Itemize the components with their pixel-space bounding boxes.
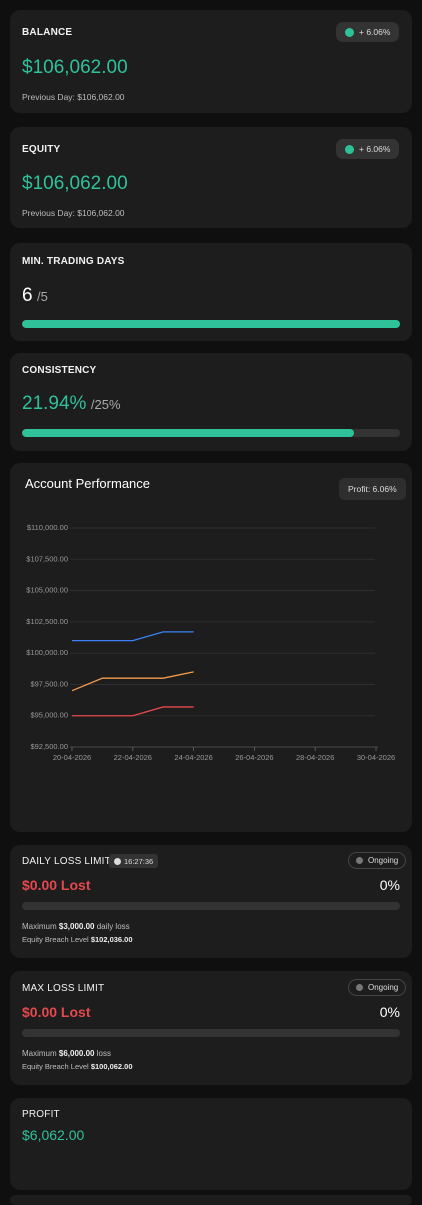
change: + 6.06%: [359, 27, 391, 37]
progress-track: [22, 902, 400, 910]
consistency-value: 21.94% /25%: [22, 393, 121, 415]
previous-day: Previous Day: $106,062.00: [22, 92, 125, 102]
card-title: EQUITY: [22, 144, 61, 155]
max-loss-card: MAX LOSS LIMIT Ongoing $0.00 Lost 0% Max…: [10, 971, 412, 1085]
progress-track: [22, 429, 400, 437]
card-title: CONSISTENCY: [22, 365, 97, 376]
x-tick-label: 22-04-2026: [114, 753, 152, 762]
y-tick-label: $97,500.00: [30, 679, 68, 688]
percent: 0%: [379, 1004, 400, 1020]
suffix: daily loss: [96, 922, 130, 931]
x-tick-label: 28-04-2026: [296, 753, 334, 762]
progress-track: [22, 1029, 400, 1037]
max-loss: Maximum $3,000.00 daily loss: [22, 922, 130, 931]
profit-card: PROFIT $6,062.00: [10, 1098, 412, 1190]
card-title: MIN. TRADING DAYS: [22, 256, 125, 267]
percent: 0%: [379, 877, 400, 893]
daily-loss-card: DAILY LOSS LIMIT 16:27:36 Ongoing $0.00 …: [10, 845, 412, 958]
equity-value: $106,062.00: [22, 173, 128, 194]
change-badge: + 6.06%: [336, 22, 400, 42]
series-line: [72, 631, 194, 642]
suffix: loss: [96, 1049, 111, 1058]
breach: Equity Breach Level $100,062.00: [22, 1062, 133, 1071]
balance-card: BALANCE + 6.06% $106,062.00 Previous Day…: [10, 10, 412, 113]
breach: Equity Breach Level $102,036.00: [22, 935, 133, 944]
status-badge: Ongoing: [348, 852, 407, 869]
trading-days-card: MIN. TRADING DAYS 6 /5: [10, 243, 412, 341]
card-title: PROFIT: [22, 1109, 60, 1120]
breach-label: Equity Breach Level: [22, 1062, 89, 1071]
profit-badge: Profit: 6.06%: [339, 478, 406, 500]
balance-value: $106,062.00: [22, 57, 128, 78]
progress-fill: [22, 320, 400, 328]
current: 21.94%: [22, 393, 87, 414]
consistency-card: CONSISTENCY 21.94% /25%: [10, 353, 412, 451]
change: + 6.06%: [359, 144, 391, 154]
annotation: Profit: 6.06%: [348, 484, 397, 494]
amount: $6,000.00: [58, 1049, 95, 1058]
max-loss: Maximum $6,000.00 loss: [22, 1049, 111, 1058]
y-tick-label: $105,000.00: [26, 586, 68, 595]
y-tick-label: $92,500.00: [30, 742, 68, 751]
chart-title: Account Performance: [25, 476, 151, 491]
prefix: Maximum: [22, 922, 57, 931]
y-tick-label: $102,500.00: [26, 617, 68, 626]
status: Ongoing: [368, 856, 399, 865]
amount: $3,000.00: [58, 922, 95, 931]
target: /25%: [90, 397, 121, 412]
target: /5: [37, 289, 48, 304]
breach-value: $102,036.00: [90, 935, 133, 944]
previous-day: Previous Day: $106,062.00: [22, 208, 125, 218]
x-tick-label: 30-04-2026: [357, 753, 395, 762]
performance-card: Account Performance Profit: 6.06% $92,50…: [10, 463, 412, 832]
card-title: BALANCE: [22, 27, 73, 38]
timer: 16:27:36: [124, 856, 154, 866]
series-line: [71, 671, 194, 692]
y-tick-label: $110,000.00: [27, 523, 68, 532]
breach-value: $100,062.00: [90, 1062, 133, 1071]
lost: $0.00 Lost: [22, 1004, 91, 1020]
x-tick-label: 24-04-2026: [174, 753, 212, 762]
status: Ongoing: [368, 983, 399, 992]
progress-fill: [22, 429, 354, 437]
equity-card: EQUITY + 6.06% $106,062.00 Previous Day:…: [10, 127, 412, 228]
current: 6: [22, 285, 33, 306]
status-badge: Ongoing: [348, 979, 407, 996]
next-card: [10, 1195, 412, 1205]
progress-track: [22, 320, 400, 328]
y-tick-label: $107,500.00: [26, 554, 68, 563]
timer-badge: 16:27:36: [109, 854, 159, 868]
x-tick-label: 20-04-2026: [53, 753, 91, 762]
x-tick-label: 26-04-2026: [235, 753, 273, 762]
y-tick-label: $95,000.00: [30, 711, 68, 720]
days-count: 6 /5: [22, 285, 48, 307]
card-title: MAX LOSS LIMIT: [22, 983, 105, 994]
prefix: Maximum: [22, 1049, 57, 1058]
y-tick-label: $100,000.00: [26, 648, 68, 657]
lost: $0.00 Lost: [22, 877, 91, 893]
change-badge: + 6.06%: [336, 139, 400, 159]
profit-value: $6,062.00: [22, 1127, 85, 1143]
chart: $92,500.00 $95,000.00 $97,500.00 $100,000.0…: [26, 523, 395, 762]
card-title: DAILY LOSS LIMIT: [22, 856, 111, 867]
breach-label: Equity Breach Level: [22, 935, 89, 944]
series-line: [72, 706, 194, 717]
